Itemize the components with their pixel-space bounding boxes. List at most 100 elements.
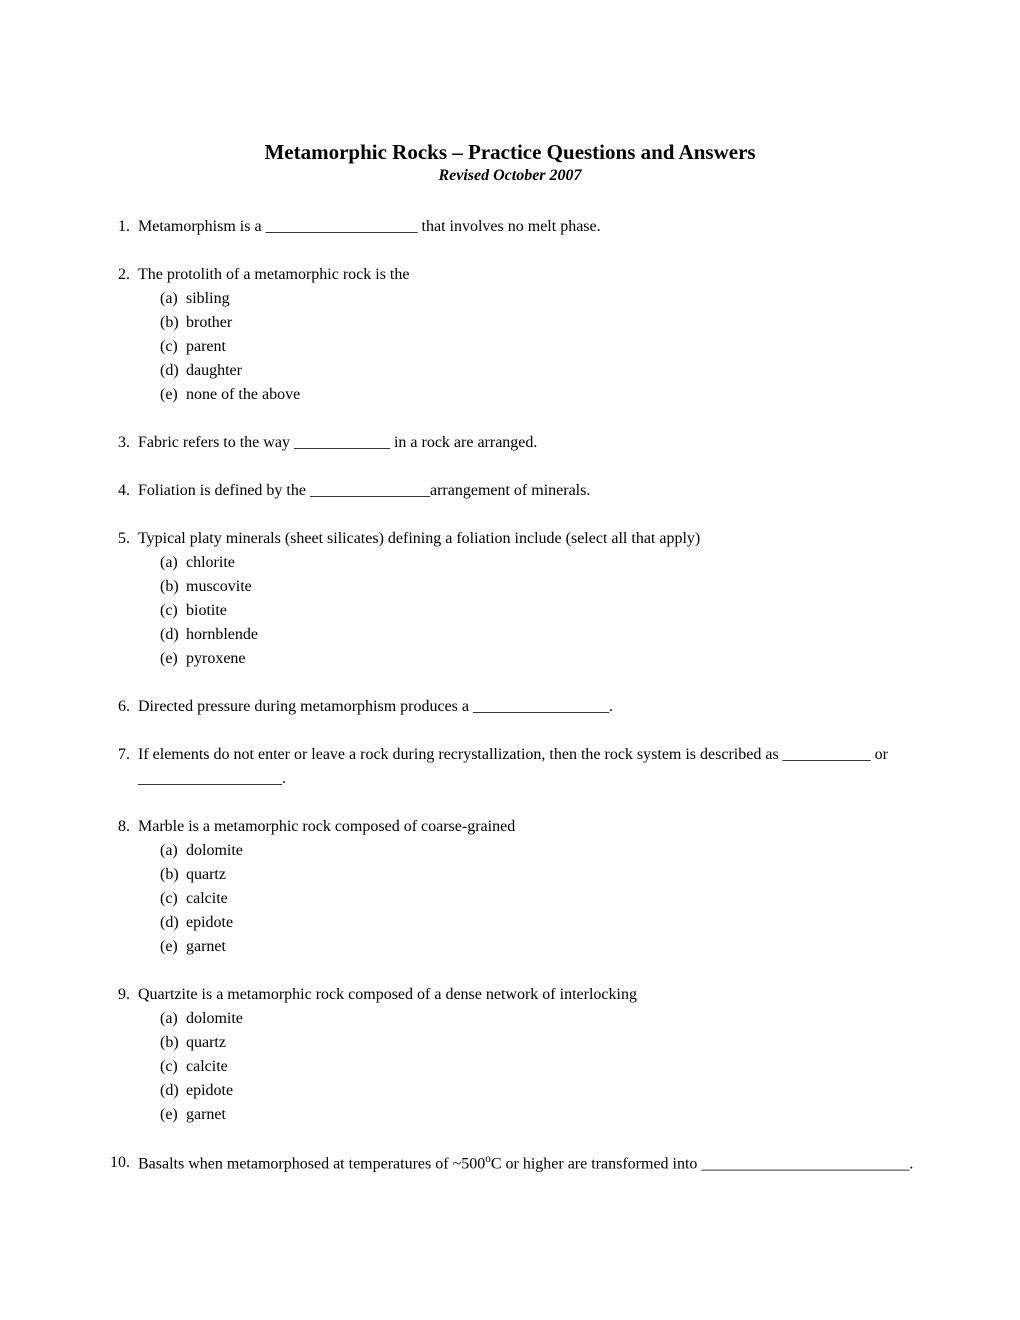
question-number: 1.: [100, 215, 138, 239]
question-item: 8.Marble is a metamorphic rock composed …: [100, 815, 920, 959]
option-letter: (e): [160, 383, 186, 407]
option-item: (a)chlorite: [160, 551, 920, 575]
option-text: epidote: [186, 911, 233, 935]
question-text: Foliation is defined by the ____________…: [138, 479, 920, 503]
option-item: (d)epidote: [160, 911, 920, 935]
question-number: 3.: [100, 431, 138, 455]
option-item: (b)quartz: [160, 1031, 920, 1055]
option-text: biotite: [186, 599, 227, 623]
question-item: 3.Fabric refers to the way ____________ …: [100, 431, 920, 455]
option-letter: (c): [160, 599, 186, 623]
option-text: epidote: [186, 1079, 233, 1103]
options-list: (a)chlorite(b)muscovite(c)biotite(d)horn…: [138, 551, 920, 671]
option-text: quartz: [186, 1031, 226, 1055]
question-text: Fabric refers to the way ____________ in…: [138, 431, 920, 455]
options-list: (a)sibling(b)brother(c)parent(d)daughter…: [138, 287, 920, 407]
option-letter: (d): [160, 359, 186, 383]
question-number: 7.: [100, 743, 138, 791]
option-letter: (e): [160, 647, 186, 671]
option-text: dolomite: [186, 1007, 243, 1031]
option-text: garnet: [186, 1103, 226, 1127]
option-letter: (c): [160, 887, 186, 911]
question-item: 2.The protolith of a metamorphic rock is…: [100, 263, 920, 407]
question-body: Fabric refers to the way ____________ in…: [138, 431, 920, 455]
option-text: hornblende: [186, 623, 258, 647]
option-letter: (b): [160, 863, 186, 887]
option-item: (d)hornblende: [160, 623, 920, 647]
question-item: 7.If elements do not enter or leave a ro…: [100, 743, 920, 791]
option-item: (e)pyroxene: [160, 647, 920, 671]
option-letter: (d): [160, 911, 186, 935]
question-body: Foliation is defined by the ____________…: [138, 479, 920, 503]
question-text: Typical platy minerals (sheet silicates)…: [138, 527, 920, 551]
question-number: 4.: [100, 479, 138, 503]
question-body: Marble is a metamorphic rock composed of…: [138, 815, 920, 959]
option-text: brother: [186, 311, 232, 335]
question-number: 5.: [100, 527, 138, 671]
question-body: Directed pressure during metamorphism pr…: [138, 695, 920, 719]
question-number: 10.: [100, 1151, 138, 1176]
question-item: 5.Typical platy minerals (sheet silicate…: [100, 527, 920, 671]
question-body: Metamorphism is a ___________________ th…: [138, 215, 920, 239]
option-item: (e)garnet: [160, 1103, 920, 1127]
document-subtitle: Revised October 2007: [100, 167, 920, 185]
questions-list: 1.Metamorphism is a ___________________ …: [100, 215, 920, 1176]
question-body: If elements do not enter or leave a rock…: [138, 743, 920, 791]
option-item: (b)quartz: [160, 863, 920, 887]
question-text: Metamorphism is a ___________________ th…: [138, 215, 920, 239]
options-list: (a)dolomite(b)quartz(c)calcite(d)epidote…: [138, 1007, 920, 1127]
question-item: 10.Basalts when metamorphosed at tempera…: [100, 1151, 920, 1176]
option-text: parent: [186, 335, 226, 359]
option-letter: (c): [160, 335, 186, 359]
question-text: Basalts when metamorphosed at temperatur…: [138, 1151, 920, 1176]
question-number: 8.: [100, 815, 138, 959]
document-title: Metamorphic Rocks – Practice Questions a…: [100, 140, 920, 165]
option-item: (e)none of the above: [160, 383, 920, 407]
option-text: dolomite: [186, 839, 243, 863]
option-item: (a)sibling: [160, 287, 920, 311]
question-item: 1.Metamorphism is a ___________________ …: [100, 215, 920, 239]
option-letter: (a): [160, 1007, 186, 1031]
option-letter: (a): [160, 551, 186, 575]
question-number: 2.: [100, 263, 138, 407]
option-text: quartz: [186, 863, 226, 887]
option-item: (d)daughter: [160, 359, 920, 383]
option-letter: (d): [160, 623, 186, 647]
option-item: (c)calcite: [160, 887, 920, 911]
option-text: daughter: [186, 359, 242, 383]
question-item: 9.Quartzite is a metamorphic rock compos…: [100, 983, 920, 1127]
options-list: (a)dolomite(b)quartz(c)calcite(d)epidote…: [138, 839, 920, 959]
option-letter: (b): [160, 575, 186, 599]
option-text: muscovite: [186, 575, 252, 599]
question-text: If elements do not enter or leave a rock…: [138, 743, 920, 791]
page-content: Metamorphic Rocks – Practice Questions a…: [0, 0, 1020, 1260]
option-text: calcite: [186, 1055, 228, 1079]
option-item: (e)garnet: [160, 935, 920, 959]
option-text: pyroxene: [186, 647, 246, 671]
option-item: (a)dolomite: [160, 839, 920, 863]
option-text: calcite: [186, 887, 228, 911]
option-letter: (a): [160, 839, 186, 863]
question-text: Quartzite is a metamorphic rock composed…: [138, 983, 920, 1007]
option-item: (b)muscovite: [160, 575, 920, 599]
option-letter: (d): [160, 1079, 186, 1103]
option-item: (b)brother: [160, 311, 920, 335]
option-letter: (e): [160, 935, 186, 959]
option-letter: (a): [160, 287, 186, 311]
option-letter: (c): [160, 1055, 186, 1079]
question-number: 6.: [100, 695, 138, 719]
option-letter: (b): [160, 1031, 186, 1055]
question-item: 4.Foliation is defined by the __________…: [100, 479, 920, 503]
question-text: Marble is a metamorphic rock composed of…: [138, 815, 920, 839]
question-text: Directed pressure during metamorphism pr…: [138, 695, 920, 719]
option-text: garnet: [186, 935, 226, 959]
question-body: Basalts when metamorphosed at temperatur…: [138, 1151, 920, 1176]
question-body: The protolith of a metamorphic rock is t…: [138, 263, 920, 407]
option-letter: (e): [160, 1103, 186, 1127]
question-body: Quartzite is a metamorphic rock composed…: [138, 983, 920, 1127]
option-item: (d)epidote: [160, 1079, 920, 1103]
question-body: Typical platy minerals (sheet silicates)…: [138, 527, 920, 671]
option-letter: (b): [160, 311, 186, 335]
option-text: sibling: [186, 287, 230, 311]
question-text: The protolith of a metamorphic rock is t…: [138, 263, 920, 287]
